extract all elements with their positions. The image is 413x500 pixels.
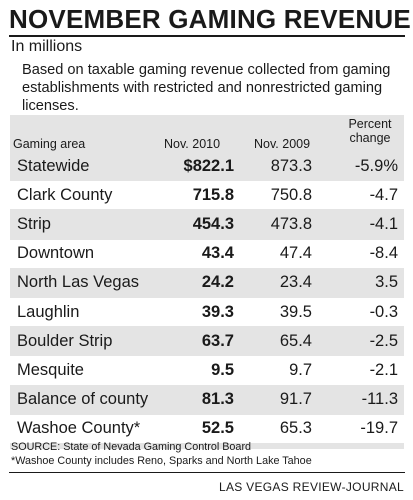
table-row: Statewide $822.1 873.3 -5.9%: [10, 152, 404, 180]
cell-nov-2010: 454.3: [192, 214, 234, 233]
cell-nov-2009: 65.4: [279, 331, 312, 350]
cell-percent-change: -5.9%: [354, 156, 398, 175]
cell-gaming-area: Boulder Strip: [17, 331, 113, 350]
cell-nov-2009: 23.4: [279, 273, 312, 292]
cell-nov-2009: 473.8: [270, 214, 312, 233]
cell-nov-2009: 750.8: [270, 185, 312, 204]
header-gaming-area: Gaming area: [13, 137, 86, 151]
cell-percent-change: -2.5: [369, 331, 398, 350]
table-row: Mesquite 9.5 9.7 -2.1: [10, 356, 404, 385]
chart-subtitle: In millions: [11, 38, 83, 55]
cell-gaming-area: Clark County: [17, 185, 113, 204]
cell-percent-change: -0.3: [369, 302, 398, 321]
cell-nov-2010: 9.5: [211, 360, 234, 379]
table-row: Laughlin 39.3 39.5 -0.3: [10, 298, 404, 327]
cell-nov-2010: 52.5: [201, 419, 234, 438]
cell-nov-2009: 873.3: [270, 156, 312, 175]
header-nov-2009: Nov. 2009: [254, 137, 311, 151]
cell-nov-2010: 39.3: [201, 302, 234, 321]
cell-gaming-area: North Las Vegas: [17, 273, 139, 292]
cell-gaming-area: Balance of county: [17, 390, 149, 409]
cell-percent-change: -19.7: [360, 419, 398, 438]
title-rule: [9, 35, 405, 37]
cell-percent-change: -11.3: [361, 390, 398, 409]
header-nov-2010: Nov. 2010: [164, 137, 221, 151]
cell-percent-change: -4.7: [369, 185, 398, 204]
table-panel: [10, 115, 404, 449]
cell-percent-change: -8.4: [369, 244, 398, 263]
source-note: SOURCE: State of Nevada Gaming Control B…: [11, 441, 252, 453]
table-row: Balance of county 81.3 91.7 -11.3: [10, 386, 404, 414]
cell-gaming-area: Statewide: [17, 156, 90, 175]
table-row: Washoe County* 52.5 65.3 -19.7: [10, 414, 404, 443]
table-row: Strip 454.3 473.8 -4.1: [10, 210, 404, 238]
cell-nov-2010: 715.8: [192, 185, 234, 204]
cell-nov-2010: 81.3: [201, 390, 234, 409]
table-row: Clark County 715.8 750.8 -4.7: [10, 181, 404, 210]
footer-rule: [9, 472, 405, 473]
cell-nov-2009: 91.7: [279, 390, 312, 409]
cell-nov-2009: 39.5: [279, 302, 312, 321]
cell-percent-change: -4.1: [369, 214, 398, 233]
cell-gaming-area: Strip: [17, 214, 51, 233]
cell-nov-2009: 65.3: [279, 419, 312, 438]
header-percent-change: Percent change: [348, 117, 392, 145]
table-row: Boulder Strip 63.7 65.4 -2.5: [10, 327, 404, 355]
cell-nov-2010: 24.2: [201, 273, 234, 292]
cell-percent-change: -2.1: [369, 360, 398, 379]
table-row: Downtown 43.4 47.4 -8.4: [10, 239, 404, 268]
cell-percent-change: 3.5: [375, 273, 398, 292]
cell-gaming-area: Laughlin: [17, 302, 80, 321]
cell-gaming-area: Washoe County*: [17, 419, 141, 438]
cell-gaming-area: Mesquite: [17, 360, 84, 379]
cell-nov-2009: 47.4: [279, 244, 312, 263]
cell-gaming-area: Downtown: [17, 244, 95, 263]
cell-nov-2009: 9.7: [289, 360, 312, 379]
chart-description: Based on taxable gaming revenue collecte…: [22, 62, 391, 114]
chart-title: NOVEMBER GAMING REVENUE: [9, 4, 411, 34]
cell-nov-2010: 63.7: [201, 331, 234, 350]
footnote: *Washoe County includes Reno, Sparks and…: [11, 455, 312, 467]
cell-nov-2010: $822.1: [183, 156, 234, 175]
cell-nov-2010: 43.4: [201, 244, 234, 263]
table-row: North Las Vegas 24.2 23.4 3.5: [10, 269, 404, 297]
credit-line: LAS VEGAS REVIEW-JOURNAL: [218, 480, 404, 494]
